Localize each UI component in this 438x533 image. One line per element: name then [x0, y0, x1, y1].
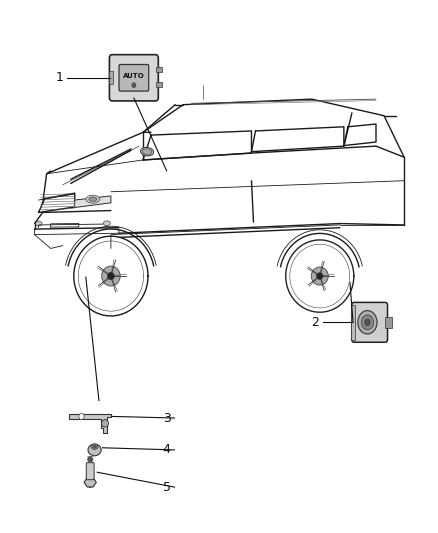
- FancyBboxPatch shape: [86, 463, 94, 480]
- Polygon shape: [69, 414, 111, 433]
- Bar: [385, 317, 392, 328]
- FancyBboxPatch shape: [110, 55, 158, 101]
- Ellipse shape: [91, 444, 98, 449]
- Circle shape: [358, 311, 377, 334]
- Circle shape: [88, 457, 92, 462]
- Circle shape: [361, 315, 374, 330]
- Text: 4: 4: [162, 443, 170, 456]
- Ellipse shape: [88, 444, 101, 456]
- Ellipse shape: [86, 195, 100, 203]
- Text: 3: 3: [162, 411, 170, 424]
- Ellipse shape: [311, 267, 328, 285]
- Text: AUTO: AUTO: [123, 72, 145, 79]
- Text: 5: 5: [162, 481, 171, 494]
- Ellipse shape: [93, 446, 96, 448]
- Ellipse shape: [102, 266, 120, 286]
- Bar: [155, 82, 162, 87]
- FancyBboxPatch shape: [119, 64, 149, 91]
- Polygon shape: [75, 196, 111, 207]
- Bar: [155, 67, 162, 72]
- Ellipse shape: [102, 419, 109, 427]
- Ellipse shape: [89, 197, 97, 201]
- Ellipse shape: [142, 149, 152, 155]
- Circle shape: [132, 83, 136, 87]
- Polygon shape: [84, 478, 96, 487]
- Ellipse shape: [103, 221, 110, 225]
- Ellipse shape: [141, 148, 154, 156]
- Circle shape: [365, 319, 370, 326]
- Text: 2: 2: [311, 316, 319, 329]
- Ellipse shape: [108, 272, 114, 280]
- Text: 1: 1: [56, 71, 64, 84]
- Bar: [109, 71, 113, 84]
- Bar: [351, 305, 355, 340]
- Ellipse shape: [317, 273, 323, 279]
- Ellipse shape: [35, 221, 42, 226]
- Circle shape: [79, 413, 84, 419]
- FancyBboxPatch shape: [352, 302, 388, 342]
